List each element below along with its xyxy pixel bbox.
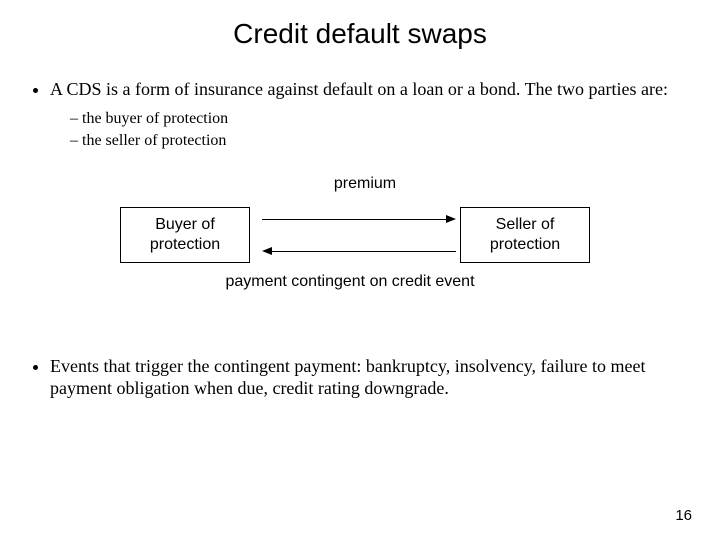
bullet-list-2: Events that trigger the contingent payme… bbox=[28, 355, 692, 400]
premium-arrow-line bbox=[262, 219, 446, 220]
cds-diagram: premium Buyer of protection Seller of pr… bbox=[90, 175, 630, 315]
seller-box-line2: protection bbox=[490, 236, 560, 253]
bullet-1-sublist: the buyer of protection the seller of pr… bbox=[50, 109, 692, 151]
slide-title: Credit default swaps bbox=[28, 18, 692, 50]
slide: Credit default swaps A CDS is a form of … bbox=[0, 0, 720, 540]
buyer-box: Buyer of protection bbox=[120, 207, 250, 263]
buyer-box-line2: protection bbox=[150, 236, 220, 253]
payment-arrow-line bbox=[272, 251, 456, 252]
seller-box-text: Seller of protection bbox=[490, 215, 560, 253]
bullet-list: A CDS is a form of insurance against def… bbox=[28, 78, 692, 151]
bullet-1-sub-2: the seller of protection bbox=[70, 131, 692, 151]
buyer-box-line1: Buyer of bbox=[155, 216, 215, 233]
bullet-1-text: A CDS is a form of insurance against def… bbox=[50, 79, 668, 99]
bullet-1: A CDS is a form of insurance against def… bbox=[50, 78, 692, 151]
seller-box-line1: Seller of bbox=[496, 216, 555, 233]
payment-arrow-head bbox=[262, 247, 272, 255]
diagram-top-label: premium bbox=[315, 175, 415, 193]
premium-arrow-head bbox=[446, 215, 456, 223]
diagram-bottom-label: payment contingent on credit event bbox=[190, 273, 510, 291]
page-number: 16 bbox=[675, 507, 692, 524]
buyer-box-text: Buyer of protection bbox=[150, 215, 220, 253]
seller-box: Seller of protection bbox=[460, 207, 590, 263]
bullet-2: Events that trigger the contingent payme… bbox=[50, 355, 692, 400]
bullet-1-sub-1: the buyer of protection bbox=[70, 109, 692, 129]
